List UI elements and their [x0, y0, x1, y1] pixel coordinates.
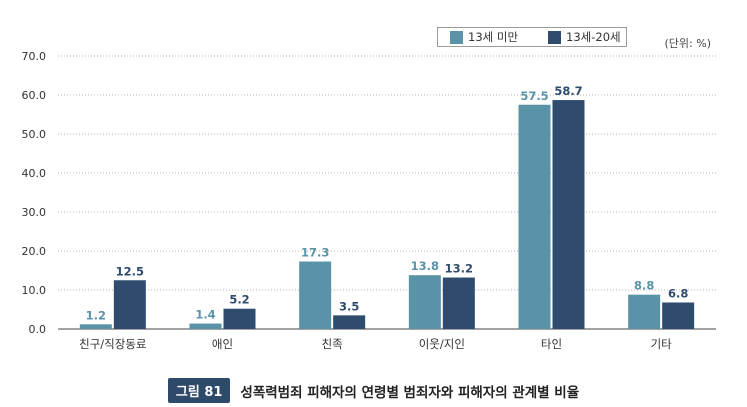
- data-label: 1.4: [195, 308, 215, 322]
- bar-series-1: [518, 104, 551, 329]
- bar-series-2: [223, 308, 256, 329]
- data-label: 58.7: [554, 84, 582, 98]
- y-tick-label: 70.0: [22, 50, 47, 63]
- data-label: 17.3: [301, 246, 329, 260]
- figure-number-badge: 그림 81: [167, 378, 231, 403]
- bar-series-2: [333, 315, 366, 329]
- data-label: 8.8: [634, 279, 654, 293]
- y-tick-label: 10.0: [22, 284, 47, 297]
- data-label: 3.5: [339, 299, 359, 313]
- bar-series-2: [442, 277, 475, 329]
- y-tick-label: 40.0: [22, 167, 47, 180]
- figure-caption: 그림 81 성폭력범죄 피해자의 연령별 범죄자와 피해자의 관계별 비율: [0, 378, 747, 403]
- legend-swatch-series-2: [548, 30, 562, 44]
- y-tick-label: 20.0: [22, 245, 47, 258]
- data-label: 13.8: [411, 259, 439, 273]
- x-category-label: 친족: [322, 337, 343, 351]
- data-label: 6.8: [668, 286, 688, 300]
- data-label: 57.5: [520, 89, 548, 103]
- bar-series-2: [552, 100, 585, 329]
- bar-series-1: [408, 275, 441, 329]
- legend-swatch-series-1: [450, 30, 463, 44]
- data-label: 5.2: [229, 293, 249, 307]
- legend-item-series-2: 13세-20세: [548, 29, 621, 45]
- unit-label: (단위: %): [665, 37, 711, 50]
- bar-series-1: [189, 323, 222, 329]
- y-tick-label: 30.0: [22, 206, 47, 219]
- data-label: 1.2: [86, 308, 106, 322]
- x-category-label: 기타: [651, 337, 673, 351]
- y-tick-label: 60.0: [22, 89, 47, 102]
- figure-title: 성폭력범죄 피해자의 연령별 범죄자와 피해자의 관계별 비율: [240, 384, 580, 401]
- legend-label-series-2: 13세-20세: [566, 30, 621, 44]
- y-tick-label: 50.0: [22, 128, 47, 141]
- bar-series-2: [113, 280, 146, 329]
- legend-item-series-1: 13세 미만: [450, 29, 518, 45]
- bar-series-2: [662, 302, 695, 329]
- x-category-label: 이웃/지인: [419, 337, 465, 351]
- legend-label-series-1: 13세 미만: [468, 30, 519, 44]
- x-category-label: 애인: [212, 337, 233, 351]
- legend: 13세 미만 13세-20세: [437, 27, 627, 47]
- y-tick-label: 0.0: [29, 323, 47, 336]
- bar-series-1: [299, 261, 332, 329]
- data-label: 13.2: [445, 262, 473, 276]
- bar-series-1: [79, 324, 112, 329]
- data-label: 12.5: [116, 264, 144, 278]
- x-category-label: 타인: [541, 337, 562, 351]
- x-category-label: 친구/직장동료: [79, 337, 146, 351]
- bar-series-1: [628, 294, 661, 329]
